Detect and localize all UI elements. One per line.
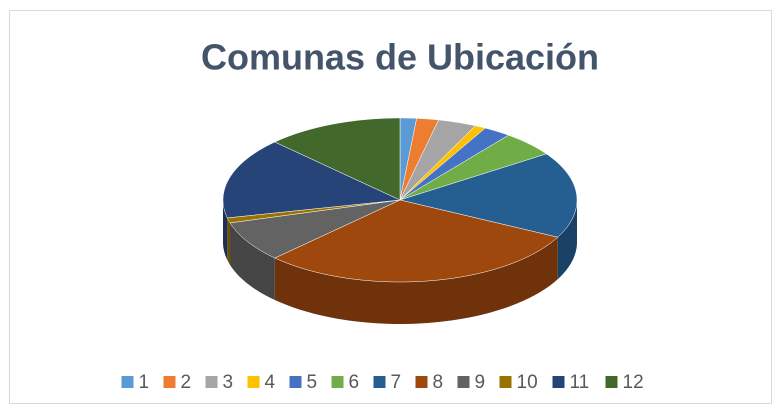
- legend-label: 12: [623, 372, 644, 393]
- legend-swatch: [205, 376, 218, 388]
- slice-side: [227, 217, 231, 265]
- legend-label: 2: [181, 372, 192, 393]
- slice-side: [223, 200, 228, 260]
- slice-side: [557, 200, 577, 280]
- legend-swatch: [247, 376, 260, 388]
- legend-swatch: [415, 376, 428, 388]
- legend-swatch: [605, 376, 618, 388]
- chart-title: Comunas de Ubicación: [201, 37, 599, 78]
- slice: [274, 117, 401, 201]
- legend-swatch: [121, 376, 134, 388]
- slice: [399, 153, 578, 238]
- legend-swatch: [499, 376, 512, 388]
- slice: [229, 199, 401, 259]
- slice-side: [230, 222, 275, 300]
- legend-swatch: [163, 376, 176, 388]
- legend-label: 7: [391, 372, 402, 393]
- legend-label: 9: [475, 372, 486, 393]
- slice: [399, 127, 510, 201]
- legend-label: 4: [265, 372, 276, 393]
- legend-label: 11: [570, 372, 590, 393]
- slice: [399, 119, 476, 201]
- legend-label: 3: [223, 372, 234, 393]
- legend-label: 10: [517, 372, 538, 393]
- legend-label: 1: [139, 372, 150, 393]
- legend-label: 6: [349, 372, 360, 393]
- legend-swatch: [331, 376, 344, 388]
- legend-swatch: [373, 376, 386, 388]
- slice: [274, 199, 559, 283]
- legend-label: 8: [433, 372, 444, 393]
- slice: [399, 134, 547, 201]
- slice-side: [274, 237, 558, 324]
- legend-swatch: [289, 376, 302, 388]
- slice: [222, 141, 401, 219]
- legend-swatch: [552, 376, 565, 388]
- legend-swatch: [457, 376, 470, 388]
- slice: [226, 199, 401, 224]
- legend-label: 5: [307, 372, 318, 393]
- slice: [399, 125, 486, 201]
